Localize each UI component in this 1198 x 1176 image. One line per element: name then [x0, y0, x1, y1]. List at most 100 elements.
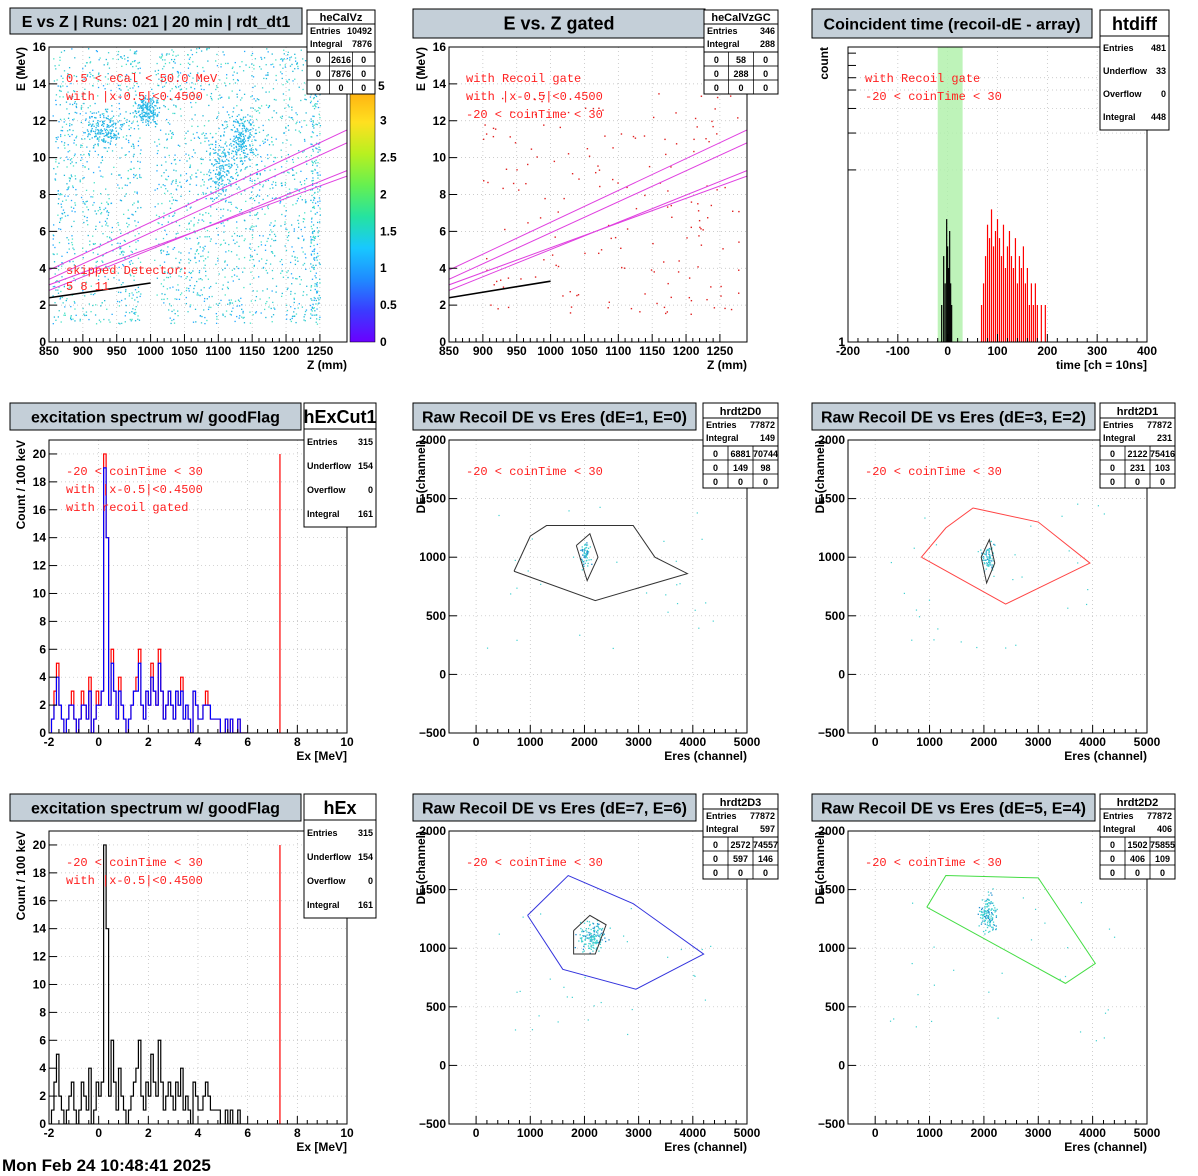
data-point: [136, 191, 138, 193]
data-point: [316, 281, 318, 284]
data-point: [159, 56, 161, 58]
data-point: [70, 225, 73, 228]
data-point: [311, 266, 313, 268]
data-point: [188, 154, 190, 156]
data-point: [296, 62, 299, 64]
data-point: [238, 144, 240, 146]
data-point: [240, 169, 242, 171]
data-point: [87, 48, 90, 50]
data-point: [70, 305, 72, 308]
data-point: [588, 937, 590, 939]
data-point: [272, 63, 274, 65]
data-point: [211, 197, 214, 200]
data-point: [239, 99, 242, 101]
data-point: [309, 317, 312, 319]
data-point: [589, 924, 591, 927]
data-point: [294, 53, 296, 55]
data-point: [214, 180, 216, 183]
data-point: [995, 925, 997, 927]
x-tick-label: 0: [473, 1126, 480, 1140]
data-point: [132, 155, 135, 157]
data-point: [263, 77, 265, 80]
data-point: [170, 193, 172, 195]
data-point: [73, 154, 76, 157]
data-point: [202, 193, 205, 195]
data-point: [300, 99, 302, 102]
data-point: [92, 75, 94, 77]
data-point: [301, 235, 304, 237]
data-point: [163, 261, 166, 263]
data-point: [312, 182, 314, 185]
data-point: [310, 286, 312, 288]
data-point: [97, 143, 99, 145]
data-point: [319, 174, 321, 176]
data-point: [543, 94, 545, 97]
data-point: [630, 307, 633, 310]
data-point: [222, 190, 225, 193]
data-point: [255, 149, 258, 151]
data-point: [161, 293, 163, 295]
data-point: [96, 138, 99, 140]
data-point: [180, 268, 183, 270]
data-point: [318, 294, 320, 297]
data-point: [58, 310, 60, 312]
data-point: [595, 931, 598, 933]
data-point: [297, 197, 299, 200]
data-point: [257, 177, 259, 180]
stats-grid-value: 288: [733, 69, 748, 79]
data-point: [255, 110, 258, 112]
data-point: [593, 933, 595, 936]
data-point: [244, 152, 246, 154]
data-point: [267, 74, 269, 76]
data-point: [101, 156, 103, 158]
data-point: [236, 266, 238, 268]
y-tick-label: 1500: [419, 492, 446, 506]
data-point: [185, 88, 188, 90]
data-point: [104, 220, 107, 222]
data-point: [154, 206, 156, 208]
data-point: [578, 940, 580, 942]
data-point: [981, 899, 984, 901]
data-point: [281, 292, 283, 295]
data-point: [83, 78, 85, 80]
data-point: [144, 107, 146, 109]
data-point: [61, 276, 63, 278]
data-point: [206, 298, 208, 300]
data-point: [694, 975, 696, 977]
data-point: [313, 237, 315, 239]
data-point: [106, 150, 109, 153]
data-point: [140, 206, 142, 209]
data-point: [981, 552, 983, 554]
data-point: [988, 563, 991, 565]
data-point: [313, 266, 315, 269]
data-point: [107, 133, 109, 135]
data-point: [492, 127, 495, 130]
data-point: [688, 277, 691, 279]
data-point: [204, 236, 206, 238]
data-point: [63, 121, 65, 123]
data-point: [272, 225, 275, 227]
data-point: [644, 194, 646, 197]
data-point: [271, 269, 274, 272]
y-tick-label: 0: [439, 1058, 446, 1072]
data-point: [241, 146, 244, 149]
data-point: [134, 59, 136, 62]
data-point: [140, 101, 143, 103]
data-point: [160, 164, 163, 166]
data-point: [168, 53, 170, 55]
data-point: [236, 93, 238, 95]
data-point: [164, 62, 167, 65]
data-point: [141, 117, 143, 120]
data-point: [258, 99, 260, 101]
data-point: [147, 124, 150, 127]
data-point: [105, 188, 107, 190]
data-point: [112, 58, 114, 60]
data-point: [81, 157, 83, 159]
data-point: [663, 540, 665, 542]
data-point: [128, 120, 131, 122]
data-point: [154, 121, 156, 123]
plot-content: [486, 506, 714, 650]
data-point: [156, 277, 159, 279]
chart-title: Raw Recoil DE vs Eres (dE=3, E=2): [821, 410, 1086, 427]
data-point: [304, 310, 307, 313]
